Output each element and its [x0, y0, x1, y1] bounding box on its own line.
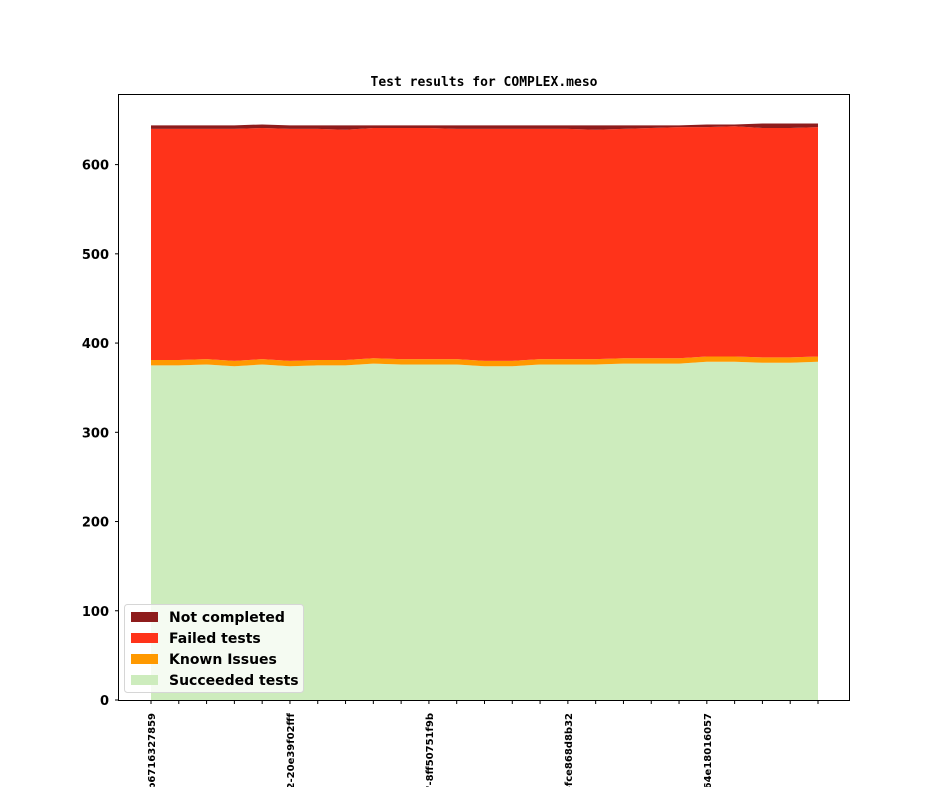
area-layers [151, 123, 818, 700]
legend-box [124, 604, 304, 693]
x-tick-label: 2-20e39f02fff [286, 712, 297, 787]
x-tick-label: '-8ff50751f9b [425, 713, 436, 787]
area-not-completed [151, 123, 818, 130]
y-tick-label: 400 [82, 337, 109, 352]
legend-label-succeeded-tests: Succeeded tests [169, 673, 299, 689]
y-tick-label: 600 [82, 159, 109, 174]
x-axis: b6716327859 2-20e39f02fff '-8ff50751f9b -fc… [147, 700, 819, 787]
y-tick-label: 100 [82, 605, 109, 620]
area-failed-tests [151, 126, 818, 361]
legend: Not completed Failed tests Known Issues Suc… [124, 604, 304, 693]
x-tick-label: -fce868d8b32 [564, 713, 575, 787]
y-tick-label: 0 [100, 694, 109, 709]
legend-swatch-failed-tests [131, 633, 158, 643]
y-axis: 0 100 200 300 400 500 600 [82, 159, 119, 709]
x-tick-label: b6716327859 [147, 713, 158, 787]
chart-title: Test results for COMPLEX.meso [371, 75, 598, 90]
legend-swatch-succeeded-tests [131, 675, 158, 685]
legend-label-known-issues: Known Issues [169, 652, 277, 668]
area-succeeded-tests [151, 361, 818, 700]
legend-swatch-not-completed [131, 612, 158, 622]
legend-label-not-completed: Not completed [169, 610, 285, 626]
legend-swatch-known-issues [131, 654, 158, 664]
legend-label-failed-tests: Failed tests [169, 631, 261, 647]
y-tick-label: 300 [82, 426, 109, 441]
area-known-issues [151, 356, 818, 367]
y-tick-label: 500 [82, 248, 109, 263]
y-tick-label: 200 [82, 516, 109, 531]
x-tick-label: 64e18016057 [703, 713, 714, 787]
